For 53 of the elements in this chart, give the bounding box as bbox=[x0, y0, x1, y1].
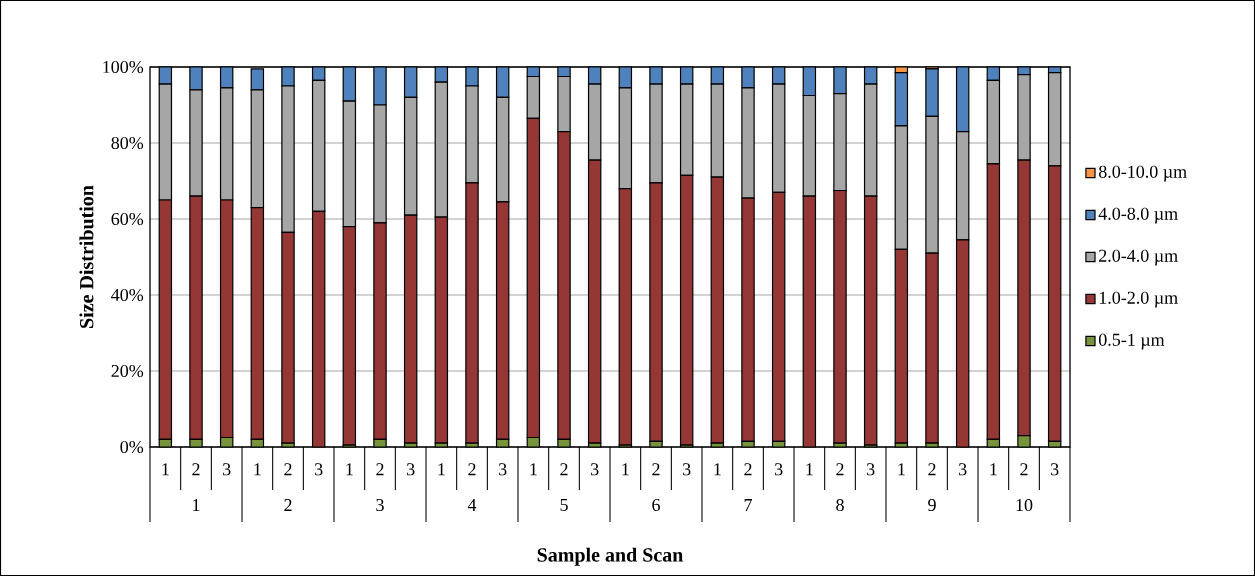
text: 5 bbox=[560, 499, 568, 511]
legend-label: 4.0-8.0 µm bbox=[1098, 207, 1178, 224]
y-tick-label: 60% bbox=[111, 212, 144, 226]
y-tick-label: 100% bbox=[103, 60, 144, 74]
x-tick-label: 1 bbox=[346, 463, 353, 476]
x-tick-label: 3 bbox=[683, 463, 691, 476]
y-axis-title: Size Distribution bbox=[79, 185, 94, 328]
x-tick-label: 3 bbox=[867, 463, 875, 476]
legend-label: 1.0-2.0 µm bbox=[1099, 291, 1178, 308]
x-tick-label: 2 bbox=[836, 463, 844, 476]
text: 7 bbox=[744, 499, 752, 511]
x-tick-label: 2 bbox=[928, 463, 936, 476]
x-tick-label: 1 bbox=[990, 463, 997, 476]
x-tick-label: 1 bbox=[530, 463, 537, 476]
text: 3 bbox=[376, 498, 384, 512]
y-tick-label: 0% bbox=[120, 440, 144, 454]
x-axis-title: Sample and Scan bbox=[537, 547, 684, 566]
legend-label: 8.0-10.0 µm bbox=[1098, 165, 1187, 182]
x-tick-label: 1 bbox=[898, 463, 905, 476]
legend-label: 2.0-4.0 µm bbox=[1099, 249, 1178, 266]
legend-label: 0.5-1 µm bbox=[1098, 333, 1165, 350]
x-tick-label: 1 bbox=[438, 463, 445, 476]
x-tick-label: 2 bbox=[744, 463, 752, 476]
x-tick-label: 2 bbox=[376, 463, 384, 476]
x-tick-label: 2 bbox=[652, 463, 660, 476]
text: 9 bbox=[928, 498, 936, 512]
x-tick-label: 2 bbox=[560, 463, 568, 476]
y-tick-label: 40% bbox=[111, 288, 144, 302]
x-tick-label: 3 bbox=[591, 463, 599, 476]
x-tick-label: 1 bbox=[162, 463, 169, 476]
text: 2 bbox=[284, 499, 292, 511]
x-tick-label: 3 bbox=[775, 463, 783, 476]
x-tick-label: 1 bbox=[622, 463, 629, 476]
x-tick-label: 3 bbox=[223, 463, 231, 476]
x-tick-label: 3 bbox=[959, 463, 967, 476]
x-tick-label: 3 bbox=[1051, 463, 1059, 476]
text: 6 bbox=[652, 498, 660, 512]
x-tick-label: 3 bbox=[407, 463, 415, 476]
x-tick-label: 1 bbox=[714, 463, 721, 476]
x-tick-label: 2 bbox=[468, 463, 476, 476]
x-tick-label: 2 bbox=[1020, 463, 1028, 476]
x-tick-label: 1 bbox=[806, 463, 813, 476]
text: 1 bbox=[193, 499, 200, 511]
x-tick-label: 3 bbox=[315, 463, 323, 476]
y-tick-label: 80% bbox=[111, 136, 144, 150]
text: 8 bbox=[836, 498, 844, 512]
y-tick-label: 20% bbox=[111, 364, 144, 378]
x-tick-label: 2 bbox=[284, 463, 292, 476]
text: 10 bbox=[1016, 498, 1033, 512]
x-tick-label: 1 bbox=[254, 463, 261, 476]
text: 4 bbox=[467, 499, 477, 511]
x-tick-label: 3 bbox=[499, 463, 507, 476]
x-tick-label: 2 bbox=[192, 463, 200, 476]
